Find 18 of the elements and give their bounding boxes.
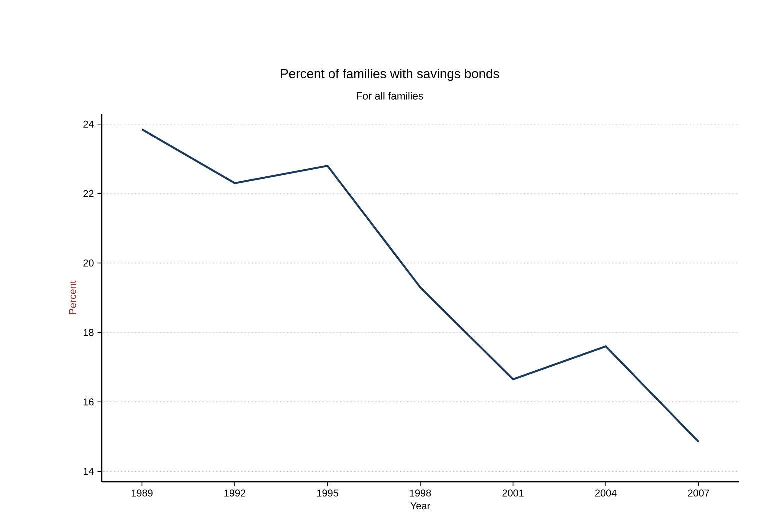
y-tick-label: 24 (84, 120, 94, 128)
x-tick-label: 1998 (410, 490, 432, 497)
y-tick-label: 18 (84, 329, 94, 336)
x-tick-label: 1989 (132, 490, 153, 497)
y-tick-label: 20 (84, 260, 94, 267)
y-tick-label: 22 (84, 190, 94, 198)
x-tick-label: 2004 (595, 490, 617, 497)
chart-subtitle: For all families (357, 92, 424, 100)
x-axis-title: Year (410, 502, 430, 510)
chart-title: Percent of families with savings bonds (281, 68, 500, 82)
x-tick-label: 2007 (688, 490, 710, 497)
x-tick-label: 2001 (502, 490, 524, 497)
x-tick-label: 1992 (224, 490, 246, 497)
x-tick-label: 1995 (317, 490, 338, 497)
y-tick-label: 14 (84, 468, 94, 475)
y-tick-label: 16 (84, 398, 94, 406)
y-axis-title: Percent (69, 280, 76, 314)
line-series (141, 128, 700, 444)
